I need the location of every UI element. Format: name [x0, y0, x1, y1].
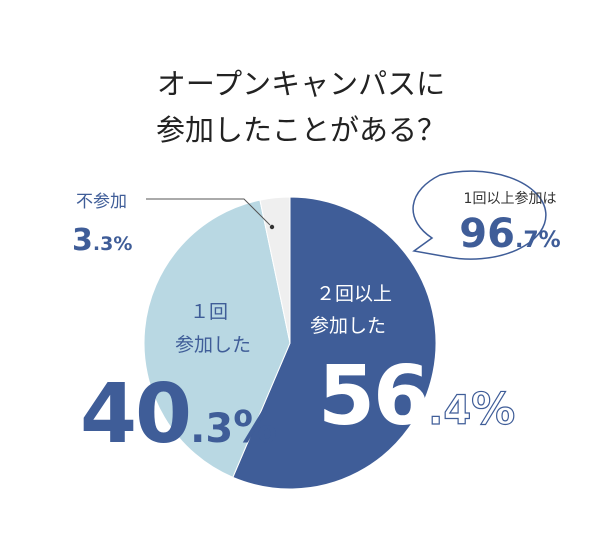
slice-label-once-line-2: 参加した: [175, 334, 251, 356]
callout-bubble-shape: [412, 170, 547, 260]
callout-value: 96.7%: [459, 211, 560, 257]
not-attended-leader-dot: [269, 224, 275, 230]
pie-slice-not-attended: [259, 196, 291, 344]
slice-label-2-or-more-line-2: 参加した: [310, 315, 386, 337]
chart-title-line-1: オープンキャンパスに: [157, 67, 445, 101]
slice-value-once: 40.3%: [80, 367, 277, 462]
slice-value-not-attended: 3.3%: [72, 223, 132, 258]
callout-bubble: 1回以上参加は 96.7%: [412, 170, 561, 260]
pie-slice-2-or-more: [232, 196, 437, 490]
callout-label: 1回以上参加は: [464, 190, 557, 207]
chart-title-line-2: 参加したことがある？: [156, 113, 446, 147]
not-attended-leader-line: [146, 198, 271, 226]
slice-value-2-or-more: 56.4%: [318, 349, 515, 444]
pie-slice-once: [143, 199, 291, 479]
slice-label-once-line-1: １回: [190, 301, 228, 323]
slice-label-2-or-more-line-1: ２回以上: [316, 283, 392, 305]
pie-slices: [143, 196, 437, 490]
slice-label-not-attended: 不参加: [76, 192, 127, 212]
